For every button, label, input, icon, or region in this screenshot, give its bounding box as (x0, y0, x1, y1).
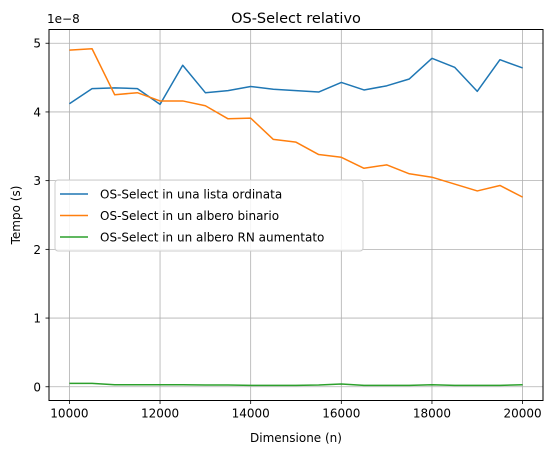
y-tick-label: 1 (33, 312, 41, 326)
y-tick-label: 3 (33, 174, 41, 188)
y-axis-label: Tempo (s) (9, 186, 23, 246)
y-tick-label: 5 (33, 37, 41, 51)
x-tick-label: 16000 (322, 407, 360, 421)
y-tick-label: 4 (33, 105, 41, 119)
legend: OS-Select in una lista ordinata OS-Select… (55, 180, 363, 251)
x-tick-label: 12000 (141, 407, 179, 421)
series-line-2 (69, 49, 522, 197)
x-tick-label: 20000 (504, 407, 542, 421)
legend-label-2: OS-Select in un albero binario (100, 209, 279, 223)
y-tick-label: 2 (33, 243, 41, 257)
chart-title: OS-Select relativo (231, 11, 361, 27)
x-tick-label: 18000 (413, 407, 451, 421)
legend-label-3: OS-Select in un albero RN aumentato (100, 231, 324, 245)
legend-label-1: OS-Select in una lista ordinata (100, 188, 282, 202)
y-axis-scale-label: 1e−8 (47, 12, 80, 26)
y-axis-ticks: 0 1 2 3 4 5 (33, 37, 49, 395)
x-axis-ticks: 10000 12000 14000 16000 18000 20000 (50, 401, 541, 421)
y-tick-label: 0 (33, 380, 41, 394)
x-axis-label: Dimensione (n) (250, 431, 342, 445)
x-tick-label: 10000 (50, 407, 88, 421)
series-line-1 (69, 58, 522, 104)
series-line-3 (69, 383, 522, 385)
x-tick-label: 14000 (232, 407, 270, 421)
